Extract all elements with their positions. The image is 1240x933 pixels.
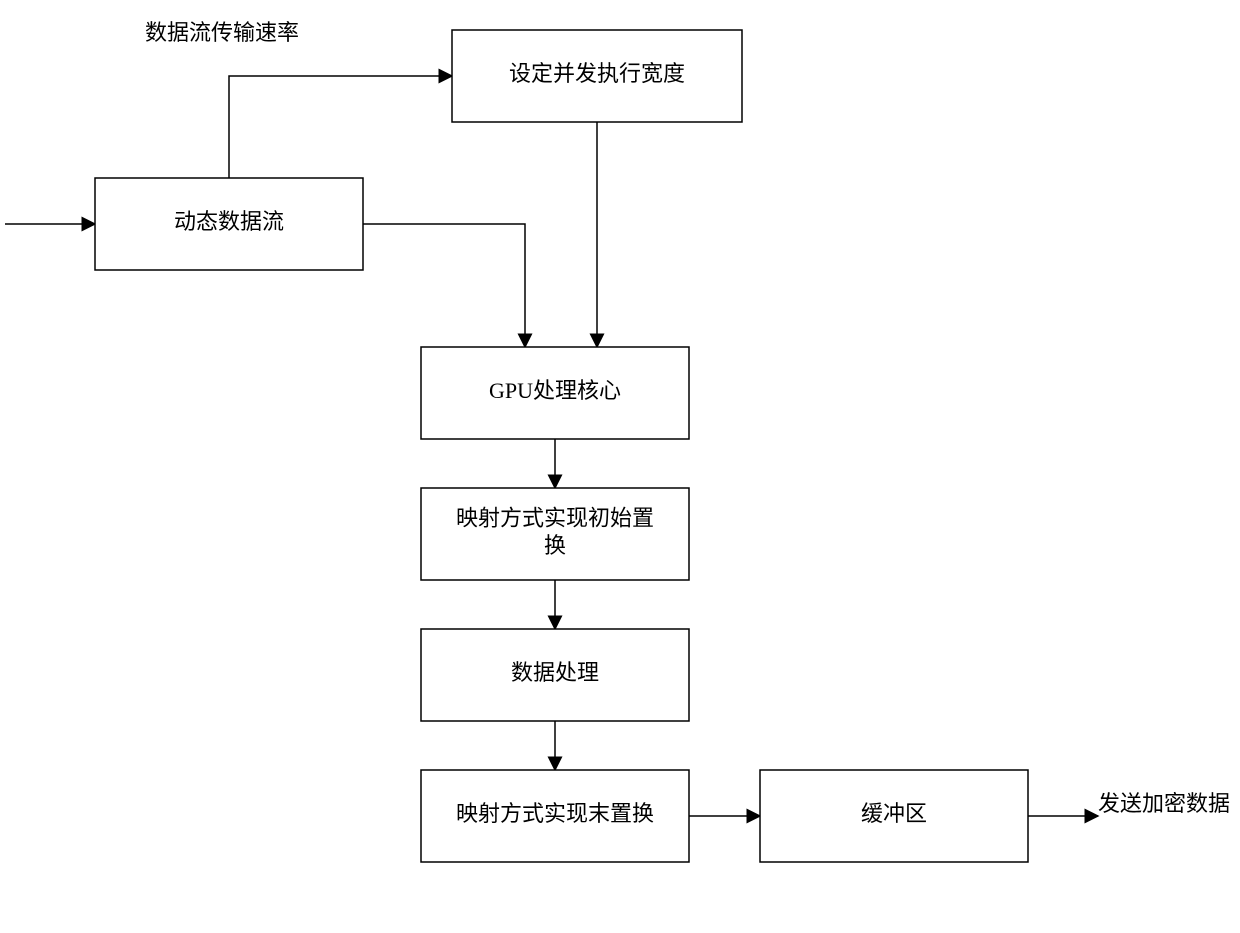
edge-label-buffer_to_out: 发送加密数据 [1098, 791, 1230, 816]
node-buffer: 缓冲区 [760, 770, 1028, 862]
node-set_width: 设定并发执行宽度 [452, 30, 742, 122]
node-data_proc: 数据处理 [421, 629, 689, 721]
node-label-dynamic_stream: 动态数据流 [174, 209, 284, 234]
node-label-gpu_core: GPU处理核心 [489, 378, 621, 403]
node-label-data_proc: 数据处理 [511, 660, 599, 685]
node-dynamic_stream: 动态数据流 [95, 178, 363, 270]
edge-label-dynamic_to_setwidth: 数据流传输速率 [145, 20, 299, 45]
node-final_perm: 映射方式实现末置换 [421, 770, 689, 862]
node-label-set_width: 设定并发执行宽度 [509, 61, 685, 86]
node-label-buffer: 缓冲区 [861, 801, 927, 826]
node-gpu_core: GPU处理核心 [421, 347, 689, 439]
node-label-initial_perm-line0: 映射方式实现初始置 [456, 505, 654, 530]
edge-dynamic_to_setwidth [229, 76, 452, 178]
node-initial_perm: 映射方式实现初始置换 [421, 488, 689, 580]
node-label-final_perm: 映射方式实现末置换 [456, 801, 654, 826]
edge-dynamic_to_gpu [363, 224, 525, 347]
node-label-initial_perm-line1: 换 [544, 533, 566, 558]
